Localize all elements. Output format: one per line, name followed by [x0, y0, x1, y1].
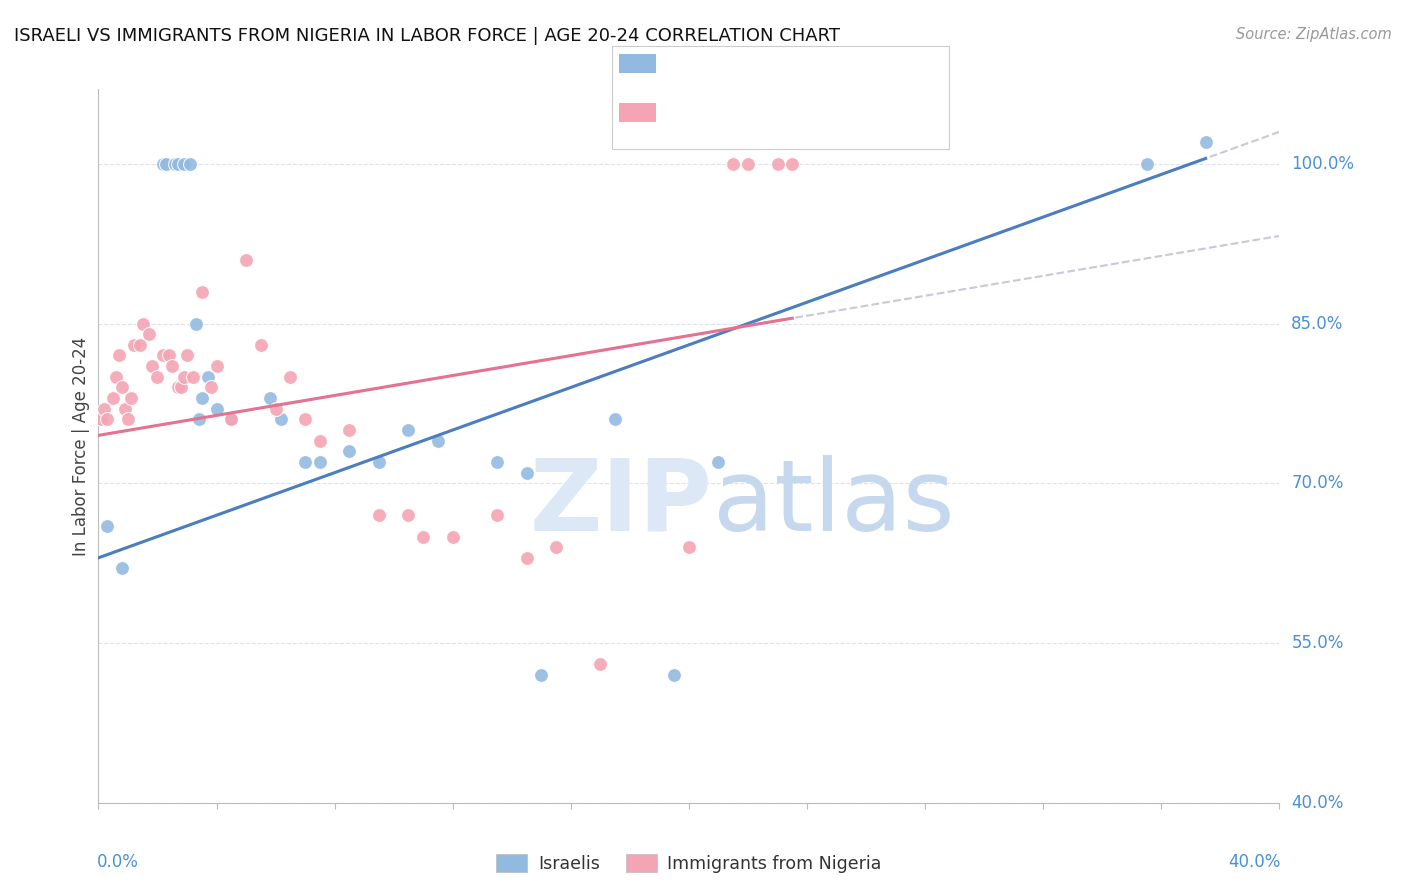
Point [337, 444, 360, 458]
Point [146, 369, 169, 384]
Point [205, 401, 228, 416]
Point [219, 412, 243, 426]
Text: ZIP: ZIP [530, 455, 713, 551]
Point [200, 380, 222, 394]
Point [152, 349, 174, 363]
Point [165, 157, 187, 171]
Point [191, 391, 214, 405]
Text: 0.0%: 0.0% [97, 853, 139, 871]
Point [259, 391, 281, 405]
Point [179, 157, 201, 171]
Point [152, 157, 174, 171]
Text: 100.0%: 100.0% [1291, 154, 1354, 173]
Point [90, 412, 112, 426]
Text: 70.0%: 70.0% [1291, 475, 1344, 492]
Point [181, 369, 204, 384]
Text: R =  0.172   N = 48: R = 0.172 N = 48 [666, 103, 866, 122]
Point [723, 157, 745, 171]
Text: ISRAELI VS IMMIGRANTS FROM NIGERIA IN LABOR FORCE | AGE 20-24 CORRELATION CHART: ISRAELI VS IMMIGRANTS FROM NIGERIA IN LA… [14, 27, 839, 45]
Point [103, 391, 125, 405]
Point [486, 455, 509, 469]
Point [250, 338, 273, 352]
Point [122, 338, 145, 352]
Point [782, 157, 804, 171]
Point [205, 359, 228, 373]
Point [187, 412, 209, 426]
Point [235, 252, 257, 267]
Point [197, 369, 219, 384]
Text: 40.0%: 40.0% [1229, 853, 1281, 871]
Point [368, 508, 391, 523]
Point [294, 412, 316, 426]
Point [707, 455, 730, 469]
Point [120, 391, 142, 405]
Point [486, 508, 509, 523]
Text: R =  0.172   N = 48: R = 0.172 N = 48 [666, 103, 866, 122]
Point [589, 657, 612, 672]
Point [128, 338, 150, 352]
Text: 85.0%: 85.0% [1291, 315, 1344, 333]
Point [516, 466, 538, 480]
Legend: Israelis, Immigrants from Nigeria: Israelis, Immigrants from Nigeria [489, 847, 889, 880]
Point [138, 327, 160, 342]
Point [105, 369, 128, 384]
Point [184, 317, 207, 331]
Point [396, 508, 419, 523]
Point [441, 529, 464, 543]
Point [191, 285, 214, 299]
Point [294, 455, 316, 469]
Point [141, 359, 163, 373]
Text: 55.0%: 55.0% [1291, 634, 1344, 652]
Text: R = 0.476   N = 30: R = 0.476 N = 30 [666, 54, 859, 73]
Point [114, 401, 136, 416]
Text: R = 0.476   N = 30: R = 0.476 N = 30 [666, 54, 859, 73]
Point [176, 349, 198, 363]
Point [605, 412, 627, 426]
Point [270, 412, 292, 426]
Point [530, 668, 553, 682]
Point [96, 412, 118, 426]
Point [766, 157, 789, 171]
Point [412, 529, 434, 543]
Point [309, 455, 332, 469]
Point [117, 412, 139, 426]
Point [396, 423, 419, 437]
Point [1195, 136, 1218, 150]
Point [664, 668, 686, 682]
Text: 40.0%: 40.0% [1291, 794, 1344, 812]
Point [309, 434, 332, 448]
Point [368, 455, 391, 469]
Point [155, 157, 177, 171]
Y-axis label: In Labor Force | Age 20-24: In Labor Force | Age 20-24 [72, 336, 90, 556]
Point [157, 349, 180, 363]
Point [132, 317, 155, 331]
Point [108, 349, 131, 363]
Point [516, 550, 538, 565]
Point [737, 157, 759, 171]
Point [173, 157, 195, 171]
Point [173, 369, 195, 384]
Point [93, 401, 115, 416]
Point [337, 423, 360, 437]
Point [1135, 157, 1157, 171]
Point [162, 359, 183, 373]
Text: Source: ZipAtlas.com: Source: ZipAtlas.com [1236, 27, 1392, 42]
Point [546, 540, 568, 554]
Point [427, 434, 450, 448]
Point [96, 519, 118, 533]
Point [678, 540, 700, 554]
Point [264, 401, 287, 416]
Point [170, 380, 193, 394]
Point [111, 380, 134, 394]
Point [167, 157, 190, 171]
Point [278, 369, 302, 384]
Point [167, 380, 190, 394]
Point [111, 561, 134, 575]
Point [219, 412, 243, 426]
Text: atlas: atlas [713, 455, 955, 551]
